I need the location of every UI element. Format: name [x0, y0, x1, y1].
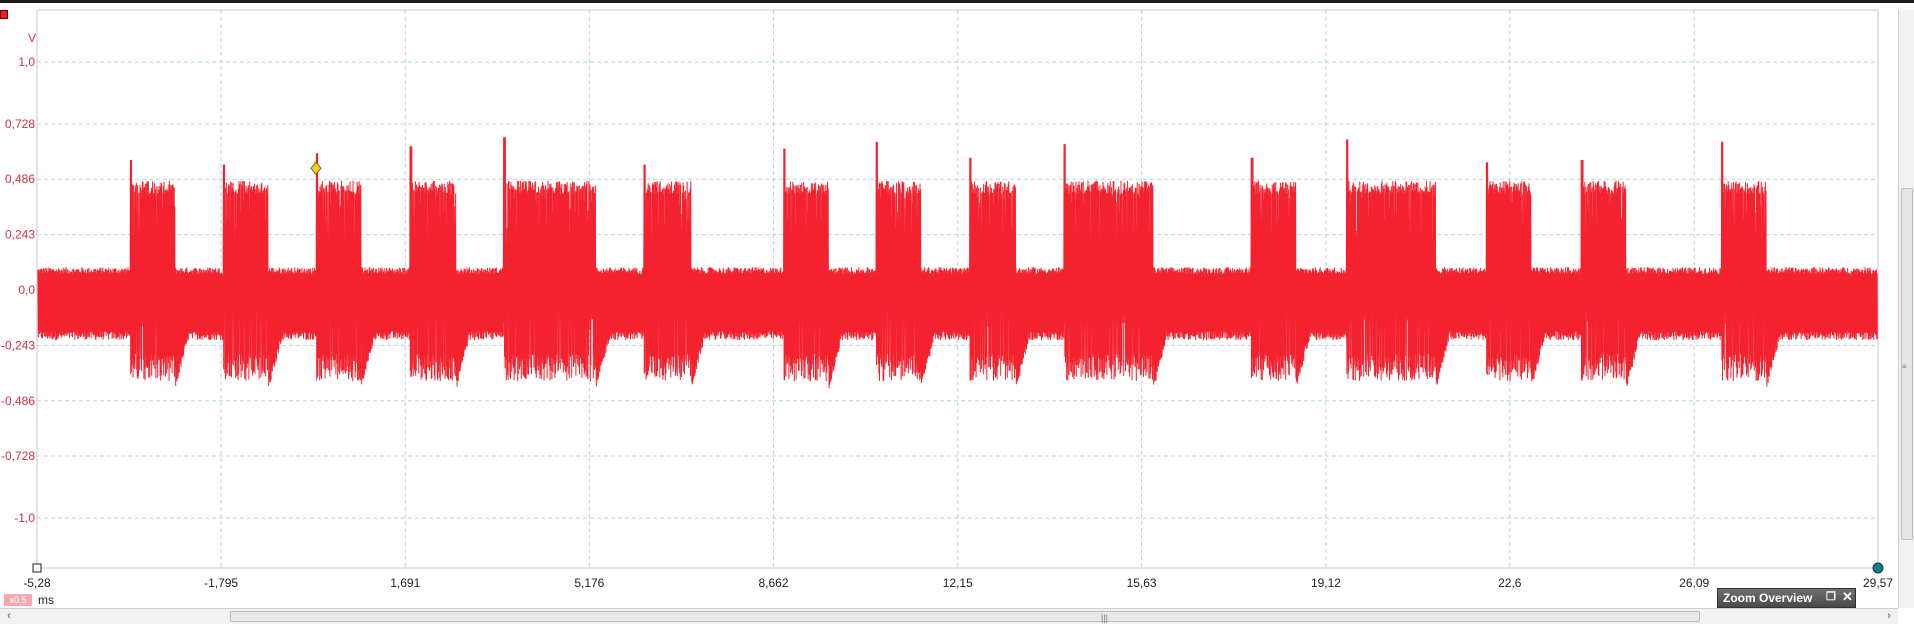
x-axis-unit: ms — [38, 593, 54, 607]
scale-badge[interactable]: x0.5 — [4, 594, 32, 606]
scroll-right-icon[interactable]: › — [1887, 610, 1891, 622]
zoom-overview-title: Zoom Overview — [1723, 591, 1813, 605]
horizontal-scroll-thumb[interactable]: ||| — [230, 611, 1700, 623]
y-tick-label: 0,243 — [5, 228, 35, 242]
x-tick-label: 29,57 — [1863, 576, 1893, 590]
y-axis-unit: V — [28, 31, 37, 45]
cursor-marker[interactable] — [310, 161, 322, 175]
y-tick-label: 0,0 — [18, 283, 35, 297]
waveform-series — [37, 137, 1878, 389]
x-tick-label: 15,63 — [1127, 576, 1157, 590]
x-tick-label: 5,176 — [574, 576, 604, 590]
y-tick-label: -0,728 — [1, 449, 35, 463]
x-tick-label: 1,691 — [390, 576, 420, 590]
cursors[interactable] — [310, 161, 322, 175]
zoom-overview-panel[interactable]: Zoom Overview ❐ ✕ — [1717, 588, 1856, 608]
x-tick-label: -5,28 — [23, 576, 51, 590]
window-top-border — [0, 0, 1914, 3]
waveform-plot[interactable]: 1,0 0,728 0,486 0,243 0,0 -0,243 -0,486 -0,728 -… — [0, 0, 1898, 608]
close-icon[interactable]: ✕ — [1842, 589, 1853, 604]
scroll-left-icon[interactable]: ‹ — [7, 610, 11, 622]
x-end-handle[interactable] — [1872, 562, 1884, 574]
y-axis: 1,0 0,728 0,486 0,243 0,0 -0,243 -0,486 -0,728 -… — [1, 55, 35, 525]
channel-color-marker[interactable] — [0, 10, 8, 19]
horizontal-scrollbar[interactable]: ‹ ||| › — [0, 608, 1898, 624]
y-tick-label: -0,486 — [1, 394, 35, 408]
y-tick-label: -1,0 — [14, 511, 35, 525]
x-tick-label: 12,15 — [943, 576, 973, 590]
vertical-scroll-thumb[interactable] — [1901, 188, 1913, 540]
y-tick-label: 1,0 — [18, 55, 35, 69]
x-tick-label: 19,12 — [1311, 576, 1341, 590]
y-tick-label: -0,243 — [1, 338, 35, 352]
horizontal-grip-icon: ||| — [1101, 613, 1109, 623]
restore-icon[interactable]: ❐ — [1826, 591, 1836, 603]
x-tick-label: 26,09 — [1679, 576, 1709, 590]
vertical-scrollbar[interactable]: ≡ — [1898, 10, 1914, 608]
waveform-trace — [37, 137, 1878, 389]
x-tick-label: 22,6 — [1498, 576, 1522, 590]
x-tick-label: -1,795 — [204, 576, 238, 590]
vertical-grip-icon: ≡ — [1902, 362, 1907, 371]
y-tick-label: 0,486 — [5, 172, 35, 186]
y-tick-label: 0,728 — [5, 117, 35, 131]
x-start-handle[interactable] — [32, 563, 42, 573]
x-axis: -5,28 -1,795 1,691 5,176 8,662 12,15 15,63 19,1… — [23, 576, 1893, 590]
grid — [37, 10, 1878, 568]
x-tick-label: 8,662 — [758, 576, 788, 590]
